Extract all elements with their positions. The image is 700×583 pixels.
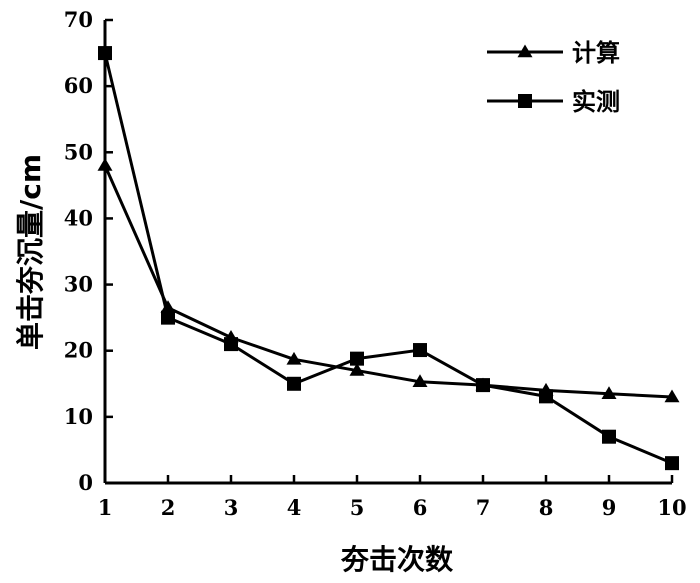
axes: 0 10 20 30 40 50 60 70 1 2 3 4 5 6 7 8 9 10 [64,7,687,520]
y-tick-label: 30 [64,272,93,297]
x-tick-label: 5 [350,495,365,520]
series-2 [98,46,679,471]
data-point [602,429,616,444]
data-point [286,351,302,365]
y-tick-label: 0 [78,470,93,495]
data-point [287,376,301,391]
data-point [350,351,364,366]
x-tick-label: 3 [224,495,239,520]
x-tick-label: 6 [413,495,428,520]
legend-marker [517,44,533,58]
data-point [349,363,365,376]
data-point [413,343,427,358]
x-tick-label: 9 [602,495,617,520]
series-line [103,52,673,465]
y-tick-label: 70 [64,7,93,32]
data-point [412,374,428,388]
data-point [664,389,680,403]
data-point [98,46,112,61]
data-point [539,389,553,404]
data-point [97,158,113,171]
x-tick-label: 10 [657,495,686,520]
x-tick-label: 4 [287,495,302,520]
data-point [665,456,679,471]
y-tick-label: 10 [64,404,93,429]
x-tick-label: 8 [539,495,554,520]
y-axis-title: 单击夯沉量/cm [14,154,47,350]
data-point [601,386,617,399]
data-point [161,310,175,325]
x-tick-label: 2 [161,495,176,520]
x-tick-label: 1 [98,495,113,520]
legend-marker [518,94,532,108]
y-tick-label: 40 [64,205,93,230]
legend-label: 实测 [572,88,620,116]
data-point [224,337,238,352]
series-line [103,164,673,399]
x-axis-title: 夯击次数 [340,543,454,576]
y-tick-label: 50 [64,139,93,164]
y-tick-label: 20 [64,338,93,363]
data-point [476,378,490,393]
y-tick-label: 60 [64,73,93,98]
legend-label: 计算 [572,39,620,67]
x-tick-label: 7 [476,495,491,520]
series-1 [97,158,680,403]
series-layer [97,46,680,471]
data-point [160,300,176,313]
